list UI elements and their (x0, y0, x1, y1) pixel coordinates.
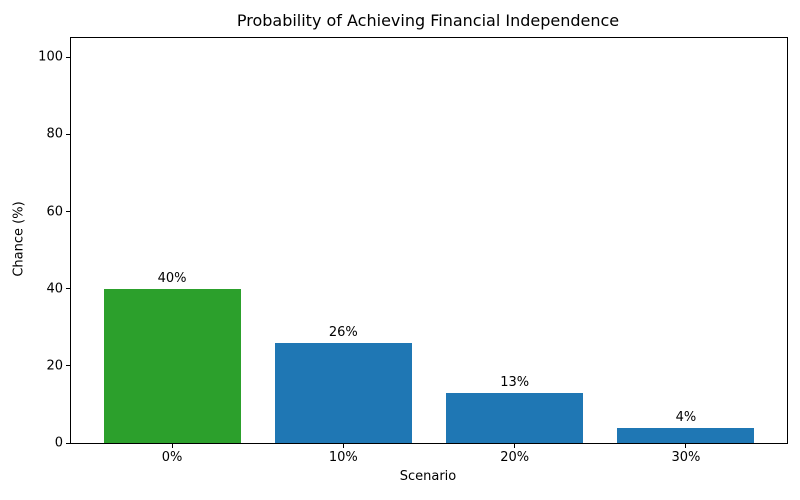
x-tick-label: 20% (500, 450, 530, 465)
y-tick-mark (66, 365, 70, 367)
y-tick-mark (66, 133, 70, 135)
bar-20%: 13% (446, 375, 584, 443)
bar-value-label: 26% (328, 324, 358, 340)
x-tick-mark (342, 444, 344, 448)
x-tick-label: 0% (161, 450, 183, 465)
x-tick-label: 30% (671, 450, 701, 465)
y-axis-label: Chance (%) (11, 201, 27, 277)
y-tick-label: 20 (46, 358, 63, 374)
y-tick-mark (66, 442, 70, 444)
x-tick-label: 10% (328, 450, 358, 465)
y-tick-mark (66, 288, 70, 290)
x-axis-label: Scenario (399, 469, 457, 484)
y-tick-label: 60 (46, 204, 63, 220)
x-tick-mark (685, 444, 687, 448)
plot-area: 0 20 40 60 80 100 40% 26% 13% 4% 0% 10% 20% 30% (38, 37, 788, 465)
chart-title: Probability of Achieving Financial Indep… (236, 11, 620, 30)
bar-10%: 26% (274, 325, 412, 443)
bar-value-label: 40% (157, 270, 187, 286)
y-tick-label: 0 (54, 435, 63, 451)
y-tick-mark (66, 211, 70, 213)
bar-value-label: 13% (500, 374, 530, 390)
x-tick-mark (171, 444, 173, 448)
bar-value-label: 4% (675, 409, 697, 425)
y-tick-mark (66, 56, 70, 58)
bar-0%: 40% (103, 271, 241, 443)
y-tick-label: 80 (46, 126, 63, 142)
y-tick-label: 40 (46, 281, 63, 297)
bar-30%: 4% (617, 410, 755, 443)
x-tick-mark (514, 444, 516, 448)
y-tick-label: 100 (38, 49, 63, 65)
